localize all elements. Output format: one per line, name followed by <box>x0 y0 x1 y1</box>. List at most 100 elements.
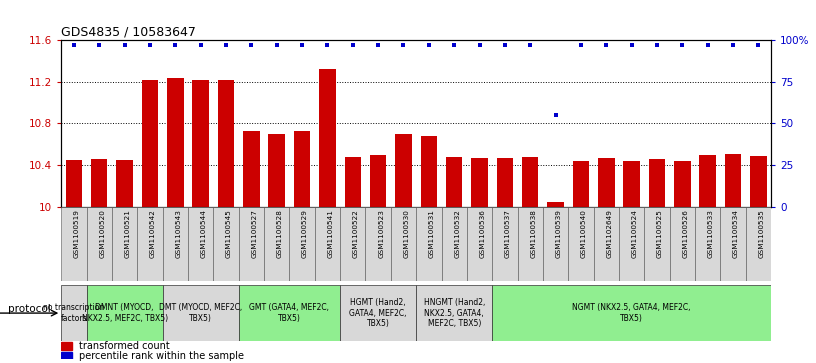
Bar <box>290 207 315 281</box>
Bar <box>446 157 463 207</box>
Text: GSM1100525: GSM1100525 <box>657 209 663 258</box>
Bar <box>167 77 184 207</box>
Bar <box>492 285 771 341</box>
Text: GSM1100531: GSM1100531 <box>429 209 435 258</box>
Point <box>118 42 131 48</box>
Bar <box>340 285 416 341</box>
Text: GSM1100528: GSM1100528 <box>277 209 282 258</box>
Text: GSM1100533: GSM1100533 <box>707 209 714 258</box>
Bar <box>725 154 741 207</box>
Bar <box>238 207 264 281</box>
Point <box>650 42 663 48</box>
Bar <box>162 285 238 341</box>
Text: GSM1100519: GSM1100519 <box>74 209 80 258</box>
Text: GSM1100539: GSM1100539 <box>556 209 561 258</box>
Bar <box>319 69 335 207</box>
Text: GSM1100526: GSM1100526 <box>682 209 689 258</box>
Bar <box>645 207 670 281</box>
Point <box>68 42 81 48</box>
Point <box>321 42 334 48</box>
Bar <box>243 131 259 207</box>
Point <box>701 42 714 48</box>
Bar <box>623 161 640 207</box>
Text: GSM1100536: GSM1100536 <box>480 209 486 258</box>
Text: GSM1100541: GSM1100541 <box>327 209 334 258</box>
Bar <box>416 285 492 341</box>
Text: GSM1100534: GSM1100534 <box>733 209 739 258</box>
Bar <box>517 207 543 281</box>
Point <box>93 42 106 48</box>
Text: protocol: protocol <box>8 305 51 314</box>
Bar <box>750 156 767 207</box>
Bar <box>573 161 589 207</box>
Text: GSM1100545: GSM1100545 <box>226 209 232 258</box>
Text: GSM1100537: GSM1100537 <box>505 209 511 258</box>
Bar <box>467 207 492 281</box>
Bar <box>370 155 386 207</box>
Text: DMT (MYOCD, MEF2C,
TBX5): DMT (MYOCD, MEF2C, TBX5) <box>159 303 242 323</box>
Point <box>194 42 207 48</box>
Text: GSM1100532: GSM1100532 <box>455 209 460 258</box>
Text: GSM1100535: GSM1100535 <box>758 209 765 258</box>
Text: GSM1100522: GSM1100522 <box>353 209 359 258</box>
Bar <box>61 342 73 350</box>
Text: GSM1100538: GSM1100538 <box>530 209 536 258</box>
Bar <box>86 285 162 341</box>
Point <box>270 42 283 48</box>
Bar <box>420 136 437 207</box>
Bar <box>86 207 112 281</box>
Bar <box>213 207 238 281</box>
Text: NGMT (NKX2.5, GATA4, MEF2C,
TBX5): NGMT (NKX2.5, GATA4, MEF2C, TBX5) <box>572 303 691 323</box>
Point <box>676 42 689 48</box>
Text: HGMT (Hand2,
GATA4, MEF2C,
TBX5): HGMT (Hand2, GATA4, MEF2C, TBX5) <box>349 298 407 328</box>
Bar <box>340 207 366 281</box>
Bar <box>162 207 188 281</box>
Bar <box>91 159 108 207</box>
Bar <box>117 160 133 207</box>
Bar <box>721 207 746 281</box>
Text: percentile rank within the sample: percentile rank within the sample <box>78 351 243 361</box>
Bar <box>142 79 158 207</box>
Point <box>245 42 258 48</box>
Bar <box>492 207 517 281</box>
Text: GSM1100524: GSM1100524 <box>632 209 637 258</box>
Bar <box>137 207 162 281</box>
Point <box>473 42 486 48</box>
Point <box>752 42 765 48</box>
Bar <box>695 207 721 281</box>
Bar <box>344 157 361 207</box>
Point <box>574 42 588 48</box>
Text: GSM1100544: GSM1100544 <box>201 209 206 258</box>
Text: GSM1100540: GSM1100540 <box>581 209 587 258</box>
Text: GSM1100523: GSM1100523 <box>378 209 384 258</box>
Point <box>499 42 512 48</box>
Text: HNGMT (Hand2,
NKX2.5, GATA4,
MEF2C, TBX5): HNGMT (Hand2, NKX2.5, GATA4, MEF2C, TBX5… <box>424 298 485 328</box>
Text: no transcription
factors: no transcription factors <box>43 303 104 323</box>
Bar <box>112 207 137 281</box>
Point <box>169 42 182 48</box>
Bar <box>548 202 564 207</box>
Point <box>448 42 461 48</box>
Bar <box>61 207 86 281</box>
Text: DMNT (MYOCD,
NKX2.5, MEF2C, TBX5): DMNT (MYOCD, NKX2.5, MEF2C, TBX5) <box>82 303 167 323</box>
Bar <box>497 158 513 207</box>
Bar <box>61 352 73 360</box>
Point <box>625 42 638 48</box>
Bar <box>395 134 412 207</box>
Bar <box>294 131 310 207</box>
Bar <box>416 207 441 281</box>
Point <box>423 42 436 48</box>
Text: GSM1102649: GSM1102649 <box>606 209 612 258</box>
Bar <box>188 207 213 281</box>
Bar <box>366 207 391 281</box>
Text: GDS4835 / 10583647: GDS4835 / 10583647 <box>61 26 196 39</box>
Point <box>295 42 308 48</box>
Text: GSM1100529: GSM1100529 <box>302 209 308 258</box>
Bar <box>543 207 568 281</box>
Point <box>524 42 537 48</box>
Point <box>549 112 562 118</box>
Bar <box>238 285 340 341</box>
Bar <box>598 158 614 207</box>
Bar <box>699 155 716 207</box>
Point <box>346 42 359 48</box>
